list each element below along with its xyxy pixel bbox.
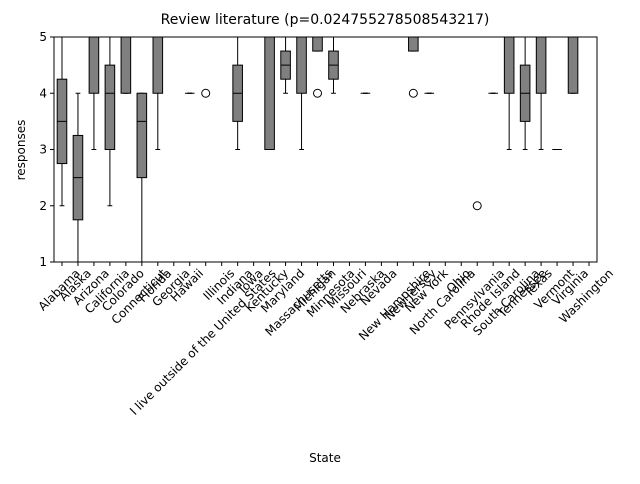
y-tick-label: 2 xyxy=(39,199,47,213)
outlier xyxy=(408,88,418,98)
outlier xyxy=(472,201,482,211)
box xyxy=(408,36,419,52)
box xyxy=(264,36,275,150)
box xyxy=(120,36,132,94)
box xyxy=(312,36,323,52)
box xyxy=(104,64,116,150)
plot-frame xyxy=(53,36,598,263)
x-axis-label: State xyxy=(309,451,341,465)
y-tick-label: 5 xyxy=(39,30,47,44)
box xyxy=(88,36,100,94)
outlier xyxy=(201,88,211,98)
box xyxy=(296,36,307,94)
y-tick-label: 1 xyxy=(39,255,47,269)
y-tick-label: 4 xyxy=(39,86,47,100)
outlier xyxy=(313,88,323,98)
y-axis-label: responses xyxy=(14,120,28,181)
box xyxy=(503,36,515,94)
y-tick-label: 3 xyxy=(39,143,47,157)
chart-title: Review literature (p=0.02475527850854321… xyxy=(161,12,490,28)
box xyxy=(535,36,547,94)
box xyxy=(152,36,164,94)
box xyxy=(567,36,579,94)
box xyxy=(136,92,148,179)
